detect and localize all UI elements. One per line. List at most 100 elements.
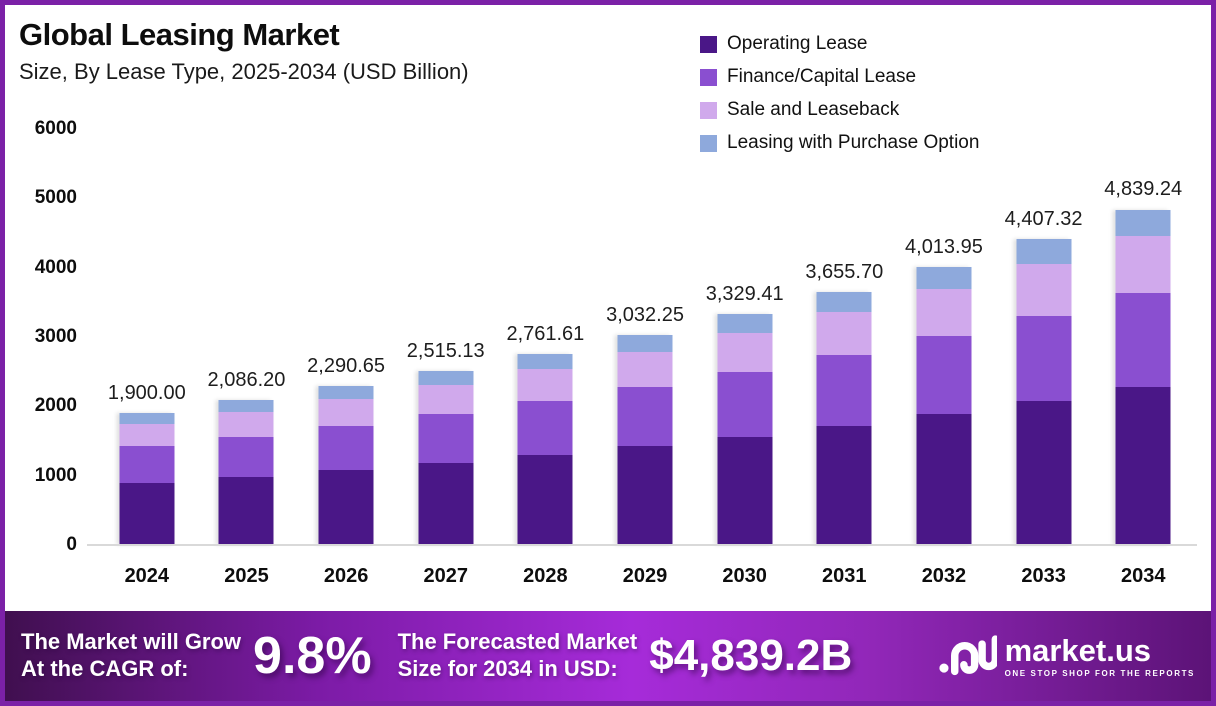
stacked-bar (517, 353, 573, 545)
stacked-bar (218, 400, 274, 545)
bar-segment (816, 354, 872, 426)
brand-tagline: ONE STOP SHOP FOR THE REPORTS (1004, 668, 1195, 678)
bar-segment (916, 266, 972, 289)
bar-segment (318, 470, 374, 545)
bar-segment (816, 425, 872, 545)
y-tick-label: 1000 (34, 464, 77, 486)
bar-group-2031: 3,655.70 (794, 129, 894, 545)
bar-total-label: 4,839.24 (1104, 178, 1183, 201)
bar-total-label: 2,761.61 (506, 322, 585, 345)
bar-segment (717, 314, 773, 333)
bar-total-label: 2,290.65 (307, 355, 386, 378)
bar-segment (717, 436, 773, 545)
chart-header: Global Leasing Market Size, By Lease Typ… (19, 17, 469, 85)
bar-segment (717, 332, 773, 372)
cagr-label-line1: The Market will Grow (21, 629, 242, 655)
y-tick-label: 4000 (34, 256, 77, 278)
y-tick-label: 2000 (34, 395, 77, 417)
market-us-logo-icon (938, 632, 999, 681)
legend-swatch-icon (700, 68, 717, 86)
x-axis-label-2028: 2028 (523, 565, 568, 587)
bar-group-2032: 4,013.95 (894, 129, 994, 545)
bar-segment (218, 411, 274, 437)
bar-total-label: 4,013.95 (905, 235, 983, 258)
bar-segment (617, 387, 673, 447)
legend-item: Operating Lease (700, 33, 979, 55)
bar-group-2033: 4,407.32 (994, 129, 1094, 545)
stacked-bar (119, 413, 175, 545)
bar-segment (617, 446, 673, 545)
bar-segment (1115, 387, 1171, 545)
bar-segment (1016, 401, 1072, 545)
bar-segment (119, 483, 175, 545)
bar-segment (318, 398, 374, 426)
bar-group-2027: 2,515.13 (396, 129, 496, 545)
bar-group-2024: 1,900.00 (97, 129, 197, 545)
bar-segment (119, 413, 175, 424)
x-axis-label-2024: 2024 (124, 565, 170, 587)
bar-total-label: 3,329.41 (705, 283, 784, 306)
bar-segment (916, 336, 972, 415)
legend-swatch-icon (700, 101, 717, 119)
bar-segment (318, 425, 374, 471)
forecast-label-line2: Size for 2034 in USD: (397, 656, 618, 681)
bar-group-2028: 2,761.61 (496, 129, 596, 545)
y-tick-label: 5000 (34, 187, 77, 209)
cagr-label-line2: At the CAGR of: (21, 656, 189, 681)
bar-segment (517, 368, 573, 402)
legend-swatch-icon (700, 134, 717, 152)
bar-total-label: 2,515.13 (406, 339, 485, 362)
bar-total-label: 3,655.70 (805, 260, 884, 283)
y-tick-label: 3000 (34, 326, 77, 347)
bar-segment (1115, 209, 1171, 237)
bar-segment (119, 446, 175, 484)
legend-item: Sale and Leaseback (700, 99, 979, 121)
bar-total-label: 2,086.20 (207, 369, 286, 392)
bar-total-label: 4,407.32 (1004, 208, 1083, 231)
stacked-bar (617, 334, 673, 545)
stacked-bar (717, 314, 773, 545)
bar-segment (1016, 315, 1072, 402)
forecast-value: $4,839.2B (649, 631, 853, 680)
bar-total-label: 1,900.00 (107, 382, 186, 405)
bottom-banner: The Market will Grow At the CAGR of: 9.8… (5, 611, 1211, 701)
x-axis-label-2032: 2032 (921, 565, 967, 587)
y-tick-label: 6000 (34, 118, 77, 139)
cagr-value: 9.8% (253, 627, 372, 685)
x-axis-label-2030: 2030 (722, 565, 767, 587)
bar-group-2030: 3,329.41 (695, 129, 795, 545)
bar-segment (1016, 239, 1072, 264)
bar-group-2025: 2,086.20 (197, 129, 297, 545)
bar-group-2029: 3,032.25 (595, 129, 695, 545)
bar-segment (517, 353, 573, 369)
stacked-bar (916, 266, 972, 545)
forecast-label: The Forecasted Market Size for 2034 in U… (398, 629, 638, 683)
stacked-bar (1016, 239, 1072, 545)
legend-label: Leasing with Purchase Option (727, 132, 980, 153)
bar-segment (318, 386, 374, 399)
x-axis-label-2034: 2034 (1120, 565, 1166, 587)
x-axis-label-2025: 2025 (224, 565, 269, 587)
bar-segment (418, 370, 474, 385)
bar-segment (218, 477, 274, 545)
bar-segment (218, 436, 274, 478)
chart-title: Global Leasing Market (19, 17, 340, 52)
brand-logo: market.us ONE STOP SHOP FOR THE REPORTS (938, 632, 1195, 681)
x-axis-baseline (87, 544, 1197, 546)
x-axis-label-2031: 2031 (822, 565, 867, 587)
legend-label: Operating Lease (727, 33, 868, 54)
bar-total-label: 3,032.25 (606, 303, 684, 326)
x-axis-labels: 2024 2025 2026 2027 2028 2029 2030 2031 2032 2033… (97, 565, 1193, 588)
bar-segment (418, 463, 474, 545)
bar-group-2034: 4,839.24 (1093, 129, 1193, 545)
legend-label: Sale and Leaseback (727, 99, 900, 120)
bar-segment (218, 400, 274, 412)
stacked-bar (318, 386, 374, 545)
brand-text: market.us ONE STOP SHOP FOR THE REPORTS (1005, 635, 1195, 678)
bar-segment (816, 311, 872, 355)
legend-item: Finance/Capital Lease (700, 66, 979, 88)
legend-swatch-icon (700, 35, 717, 53)
brand-name: market.us (1004, 632, 1152, 668)
plot-area: 1,900.00 2,086.20 2,290.65 2,515.13 2,761.61… (97, 129, 1193, 545)
